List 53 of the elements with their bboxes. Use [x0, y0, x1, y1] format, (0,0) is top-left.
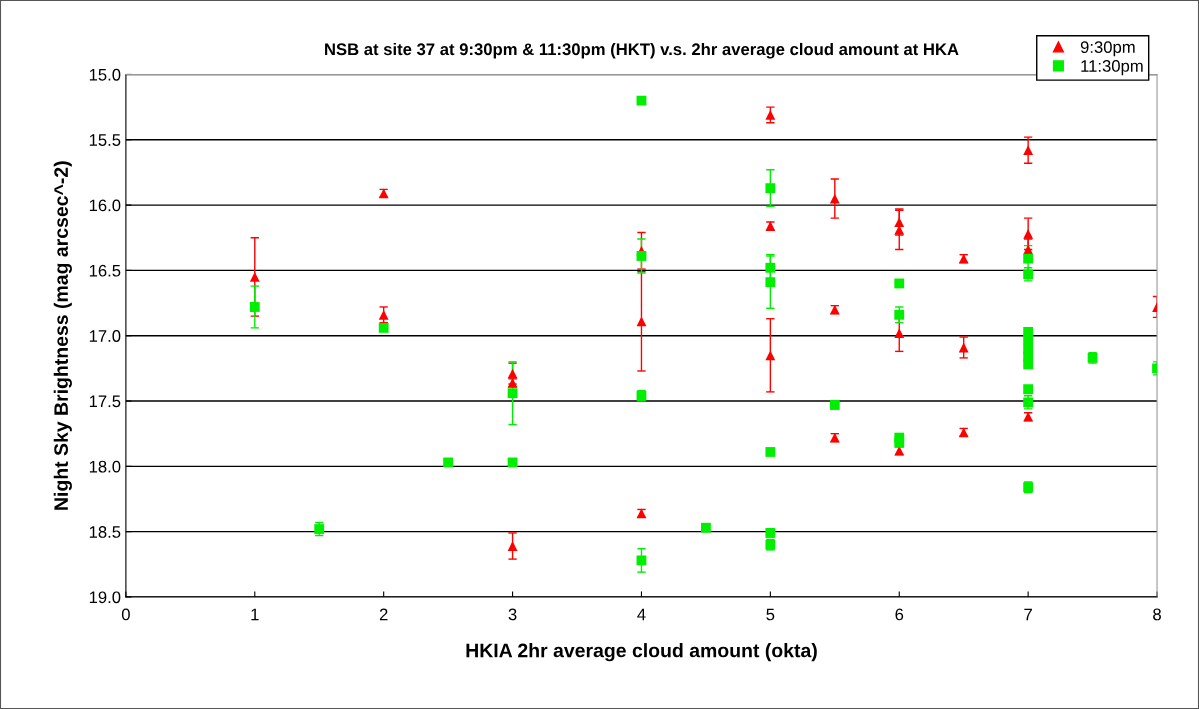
point — [1023, 145, 1034, 156]
y-axis-title: Night Sky Brightness (mag arcsec^-2) — [53, 161, 72, 510]
point — [1023, 228, 1034, 239]
point — [765, 110, 776, 120]
x-tick-label: 1 — [251, 608, 259, 621]
point — [507, 368, 518, 379]
point — [765, 183, 776, 194]
point — [765, 262, 776, 273]
y-tick-label: 18.0 — [89, 460, 121, 473]
y-tick-label: 15.5 — [89, 134, 121, 146]
x-tick-label: 8 — [1153, 608, 1161, 621]
y-tick-label: 19.0 — [89, 591, 121, 604]
point — [958, 342, 969, 353]
point — [636, 555, 647, 566]
point — [1023, 244, 1034, 255]
chart-title: NSB at site 37 at 9:30pm & 11:30pm (HKT) v.s. 2hr average cloud amount at HKA — [325, 42, 959, 59]
point — [636, 316, 647, 327]
point — [249, 272, 260, 282]
legend-label: 11:30pm — [1081, 60, 1143, 76]
y-tick-label: 17.0 — [89, 330, 121, 342]
y-tick-label: 18.5 — [89, 526, 121, 538]
point — [894, 309, 905, 320]
point — [894, 437, 905, 448]
x-tick-label: 2 — [379, 608, 388, 621]
point — [894, 278, 905, 289]
legend-label: 9:30pm — [1080, 41, 1135, 57]
point — [1023, 334, 1034, 345]
x-tick-label: 6 — [895, 608, 904, 621]
y-tick-label: 16.0 — [89, 199, 121, 212]
point — [894, 328, 905, 339]
x-axis-title: HKIA 2hr average cloud amount (okta) — [466, 643, 817, 662]
point — [378, 322, 389, 333]
x-tick-label: 7 — [1024, 608, 1032, 621]
x-tick-label: 0 — [121, 608, 130, 621]
y-tick-label: 17.5 — [89, 395, 121, 408]
point — [765, 277, 776, 288]
point — [249, 302, 260, 312]
point — [701, 522, 711, 533]
point — [1023, 384, 1034, 395]
point — [765, 350, 776, 361]
y-tick-label: 16.5 — [89, 264, 121, 277]
y-tick-label: 15.0 — [89, 68, 121, 81]
point — [1023, 253, 1034, 264]
point — [765, 447, 776, 457]
point — [636, 251, 647, 261]
point — [829, 193, 840, 204]
x-tick-label: 5 — [766, 608, 775, 621]
point — [829, 400, 840, 410]
point — [507, 541, 518, 551]
x-tick-label: 3 — [508, 608, 517, 621]
x-tick-label: 4 — [637, 608, 646, 621]
point — [1023, 359, 1034, 370]
point — [443, 457, 454, 468]
